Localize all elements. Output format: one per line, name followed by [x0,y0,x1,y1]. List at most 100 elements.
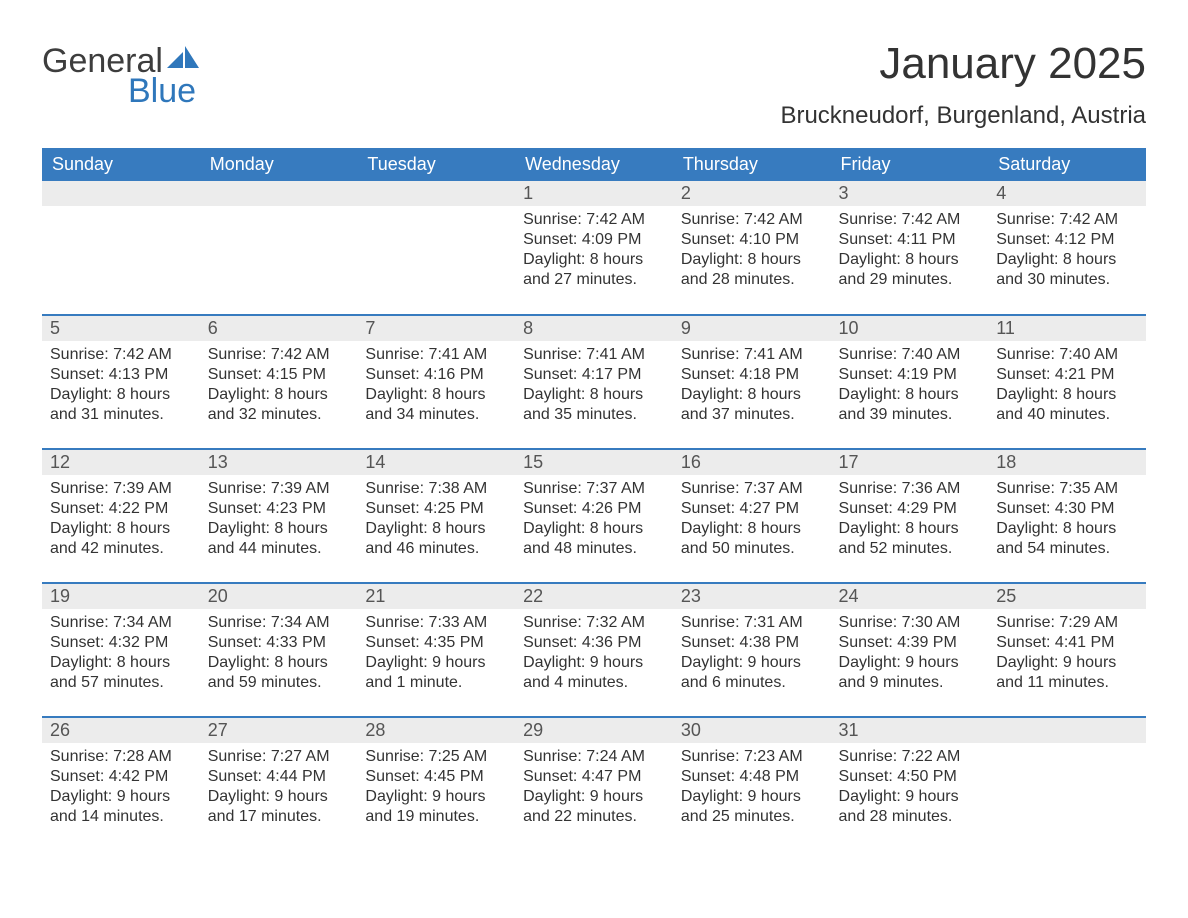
daylight1-text: Daylight: 8 hours [523,250,665,270]
day-number: 8 [515,316,673,341]
daylight2-text: and 40 minutes. [996,405,1138,425]
day-number: 16 [673,450,831,475]
day-number: 10 [831,316,989,341]
day-number: 27 [200,718,358,743]
daylight2-text: and 17 minutes. [208,807,350,827]
daylight2-text: and 6 minutes. [681,673,823,693]
sunrise-text: Sunrise: 7:40 AM [839,345,981,365]
sunset-text: Sunset: 4:22 PM [50,499,192,519]
sunset-text: Sunset: 4:41 PM [996,633,1138,653]
daylight1-text: Daylight: 9 hours [365,787,507,807]
day-body: Sunrise: 7:30 AMSunset: 4:39 PMDaylight:… [831,609,989,703]
title-block: January 2025 Bruckneudorf, Burgenland, A… [780,40,1146,130]
day-number: 5 [42,316,200,341]
day-number: 18 [988,450,1146,475]
day-cell: 29Sunrise: 7:24 AMSunset: 4:47 PMDayligh… [515,717,673,851]
sunset-text: Sunset: 4:29 PM [839,499,981,519]
day-cell: 1Sunrise: 7:42 AMSunset: 4:09 PMDaylight… [515,181,673,315]
sunrise-text: Sunrise: 7:42 AM [523,210,665,230]
sunrise-text: Sunrise: 7:24 AM [523,747,665,767]
sunset-text: Sunset: 4:35 PM [365,633,507,653]
day-cell: 9Sunrise: 7:41 AMSunset: 4:18 PMDaylight… [673,315,831,449]
daylight1-text: Daylight: 9 hours [839,787,981,807]
day-number: 21 [357,584,515,609]
sunrise-text: Sunrise: 7:39 AM [50,479,192,499]
daylight2-text: and 52 minutes. [839,539,981,559]
day-body: Sunrise: 7:23 AMSunset: 4:48 PMDaylight:… [673,743,831,837]
sunset-text: Sunset: 4:19 PM [839,365,981,385]
daylight2-text: and 46 minutes. [365,539,507,559]
day-body: Sunrise: 7:42 AMSunset: 4:11 PMDaylight:… [831,206,989,300]
sunrise-text: Sunrise: 7:37 AM [523,479,665,499]
day-number: 25 [988,584,1146,609]
sunset-text: Sunset: 4:32 PM [50,633,192,653]
day-cell: 5Sunrise: 7:42 AMSunset: 4:13 PMDaylight… [42,315,200,449]
day-cell: 3Sunrise: 7:42 AMSunset: 4:11 PMDaylight… [831,181,989,315]
sunrise-text: Sunrise: 7:41 AM [365,345,507,365]
week-row: 1Sunrise: 7:42 AMSunset: 4:09 PMDaylight… [42,181,1146,315]
daylight2-text: and 48 minutes. [523,539,665,559]
day-cell: 30Sunrise: 7:23 AMSunset: 4:48 PMDayligh… [673,717,831,851]
day-number: 20 [200,584,358,609]
logo: General Blue [42,40,199,105]
daylight1-text: Daylight: 9 hours [681,653,823,673]
day-cell: 10Sunrise: 7:40 AMSunset: 4:19 PMDayligh… [831,315,989,449]
day-body: Sunrise: 7:41 AMSunset: 4:17 PMDaylight:… [515,341,673,435]
sunrise-text: Sunrise: 7:39 AM [208,479,350,499]
daylight1-text: Daylight: 8 hours [208,519,350,539]
day-cell: 14Sunrise: 7:38 AMSunset: 4:25 PMDayligh… [357,449,515,583]
daylight1-text: Daylight: 9 hours [996,653,1138,673]
sunrise-text: Sunrise: 7:34 AM [50,613,192,633]
day-body: Sunrise: 7:42 AMSunset: 4:12 PMDaylight:… [988,206,1146,300]
sunset-text: Sunset: 4:27 PM [681,499,823,519]
day-cell [357,181,515,315]
day-body: Sunrise: 7:32 AMSunset: 4:36 PMDaylight:… [515,609,673,703]
day-body: Sunrise: 7:25 AMSunset: 4:45 PMDaylight:… [357,743,515,837]
sunrise-text: Sunrise: 7:38 AM [365,479,507,499]
week-row: 5Sunrise: 7:42 AMSunset: 4:13 PMDaylight… [42,315,1146,449]
sunset-text: Sunset: 4:17 PM [523,365,665,385]
sail-icon [167,40,199,74]
sunrise-text: Sunrise: 7:37 AM [681,479,823,499]
day-cell: 12Sunrise: 7:39 AMSunset: 4:22 PMDayligh… [42,449,200,583]
day-number: 14 [357,450,515,475]
day-number: 13 [200,450,358,475]
daylight2-text: and 59 minutes. [208,673,350,693]
day-cell: 21Sunrise: 7:33 AMSunset: 4:35 PMDayligh… [357,583,515,717]
calendar-table: Sunday Monday Tuesday Wednesday Thursday… [42,148,1146,851]
sunrise-text: Sunrise: 7:42 AM [50,345,192,365]
sunrise-text: Sunrise: 7:23 AM [681,747,823,767]
sunrise-text: Sunrise: 7:22 AM [839,747,981,767]
day-cell [42,181,200,315]
daylight1-text: Daylight: 8 hours [50,385,192,405]
day-body: Sunrise: 7:27 AMSunset: 4:44 PMDaylight:… [200,743,358,837]
day-number [42,181,200,206]
logo-word-2: Blue [42,78,199,105]
daylight1-text: Daylight: 9 hours [523,787,665,807]
day-number [200,181,358,206]
sunset-text: Sunset: 4:50 PM [839,767,981,787]
day-number: 2 [673,181,831,206]
day-body: Sunrise: 7:34 AMSunset: 4:33 PMDaylight:… [200,609,358,703]
day-body: Sunrise: 7:39 AMSunset: 4:22 PMDaylight:… [42,475,200,569]
day-body: Sunrise: 7:42 AMSunset: 4:13 PMDaylight:… [42,341,200,435]
daylight2-text: and 57 minutes. [50,673,192,693]
daylight2-text: and 42 minutes. [50,539,192,559]
sunset-text: Sunset: 4:44 PM [208,767,350,787]
day-body: Sunrise: 7:37 AMSunset: 4:26 PMDaylight:… [515,475,673,569]
sunrise-text: Sunrise: 7:41 AM [681,345,823,365]
day-cell: 20Sunrise: 7:34 AMSunset: 4:33 PMDayligh… [200,583,358,717]
sunset-text: Sunset: 4:15 PM [208,365,350,385]
daylight2-text: and 25 minutes. [681,807,823,827]
day-number: 11 [988,316,1146,341]
location-subtitle: Bruckneudorf, Burgenland, Austria [780,102,1146,130]
weekday-header: Saturday [988,148,1146,181]
daylight1-text: Daylight: 8 hours [996,519,1138,539]
day-cell: 23Sunrise: 7:31 AMSunset: 4:38 PMDayligh… [673,583,831,717]
weekday-header: Thursday [673,148,831,181]
day-body: Sunrise: 7:28 AMSunset: 4:42 PMDaylight:… [42,743,200,837]
calendar-page: General Blue January 2025 Bruckneudorf, … [0,0,1188,881]
sunset-text: Sunset: 4:26 PM [523,499,665,519]
daylight2-text: and 27 minutes. [523,270,665,290]
day-number: 30 [673,718,831,743]
